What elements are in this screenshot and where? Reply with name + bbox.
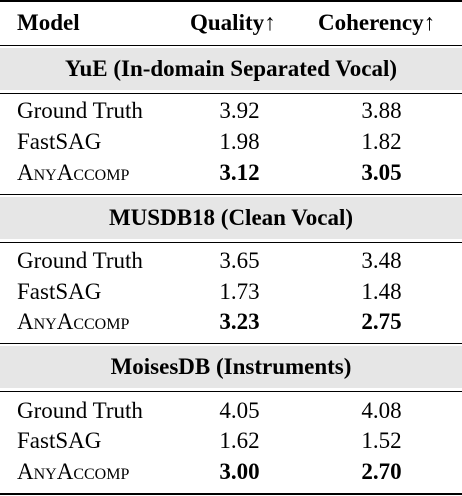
table-row-coherency: 4.08 (361, 398, 402, 423)
table-row-quality: 3.00 (219, 459, 260, 484)
table-row-model: AnyAccomp (17, 459, 130, 484)
table-row-quality: 1.73 (219, 279, 260, 304)
section-title: MoisesDB (Instruments) (110, 354, 352, 379)
section-band (0, 48, 462, 90)
section-title: YuE (In-domain Separated Vocal) (64, 56, 398, 81)
table-row-quality: 1.62 (219, 428, 260, 453)
table-row-quality: 3.12 (219, 160, 260, 185)
table-row-quality: 3.23 (219, 309, 260, 334)
table-row-quality: 3.65 (219, 248, 260, 273)
section-rule (0, 343, 462, 344)
table-row-quality: 3.92 (219, 98, 260, 123)
header-quality: Quality↑ (190, 10, 276, 35)
table-row-coherency: 1.82 (361, 129, 402, 154)
header-model: Model (17, 10, 80, 35)
table-top-rule (0, 0, 462, 2)
table-row-quality: 1.98 (219, 129, 260, 154)
section-band (0, 346, 462, 388)
table-row-quality: 4.05 (219, 398, 260, 423)
table-row-coherency: 1.52 (361, 428, 402, 453)
section-band (0, 197, 462, 239)
table-row-coherency: 3.48 (361, 248, 402, 273)
table-row-model: FastSAG (17, 428, 102, 453)
table-row-model: FastSAG (17, 129, 102, 154)
section-rule (0, 93, 462, 94)
table-row-coherency: 3.88 (361, 98, 402, 123)
table-row-coherency: 2.75 (361, 309, 402, 334)
section-rule (0, 391, 462, 392)
table-row-model: FastSAG (17, 279, 102, 304)
table-row-model: Ground Truth (17, 398, 143, 423)
table-bottom-rule (0, 493, 462, 495)
table-row-model: Ground Truth (17, 248, 143, 273)
table-row-model: AnyAccomp (17, 309, 130, 334)
table-row-coherency: 3.05 (361, 160, 402, 185)
header-coherency: Coherency↑ (318, 10, 436, 35)
section-rule (0, 242, 462, 243)
header-rule (0, 45, 462, 46)
table-row-model: AnyAccomp (17, 160, 130, 185)
table-row-coherency: 2.70 (361, 459, 402, 484)
section-title: MUSDB18 (Clean Vocal) (108, 205, 354, 230)
section-rule (0, 194, 462, 195)
table-row-coherency: 1.48 (361, 279, 402, 304)
table-row-model: Ground Truth (17, 98, 143, 123)
